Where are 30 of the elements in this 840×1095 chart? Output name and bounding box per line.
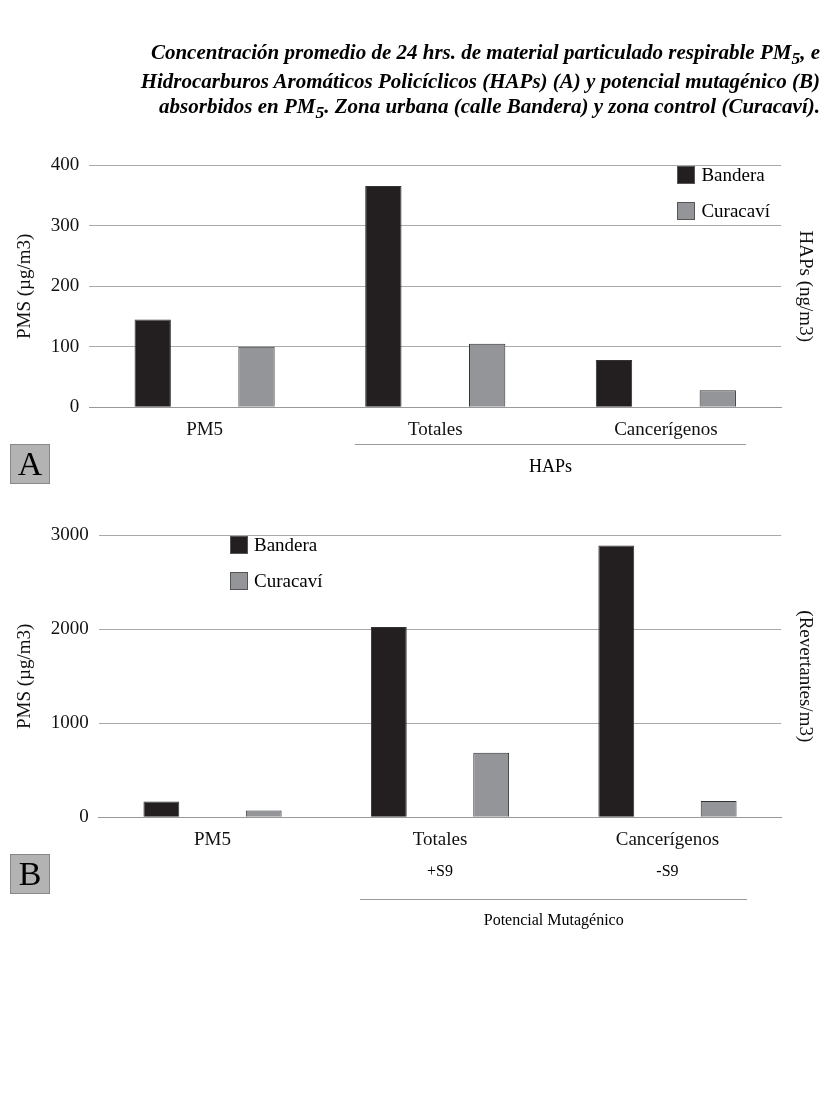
x-tick-label: Totales — [407, 417, 463, 439]
text: -S9 — [656, 861, 679, 880]
legend-label: Curacaví — [254, 569, 323, 592]
y-tick-label: 2000 — [50, 616, 89, 638]
legend-label: Curacaví — [701, 199, 770, 222]
legend-label: Bandera — [701, 163, 765, 186]
y2-axis-title: HAPs (ng/m3) — [794, 230, 817, 342]
x-tick-label: PM5 — [186, 417, 224, 439]
legend-label: Bandera — [254, 533, 318, 556]
text: +S9 — [427, 861, 453, 880]
y-tick-label: 100 — [50, 334, 80, 356]
y-tick-label: 0 — [79, 804, 89, 826]
y-tick-label: 300 — [50, 213, 80, 235]
y-tick-label: 3000 — [50, 522, 89, 544]
y-axis-title: PMS (µg/m3) — [13, 623, 36, 729]
y-tick-label: 1000 — [50, 710, 89, 732]
y-tick-label: 200 — [50, 273, 80, 295]
y2-axis-title: (Revertantes/m3) — [794, 609, 817, 742]
y-tick-label: 0 — [69, 394, 80, 416]
chart-title: Concentración promedio de 24 hrs. de material particulado respirable PM$_{5}$, e Hidrocarburos Aromáticos Policíclicos (HAPs) (A) y potencial mutagénico (B) absorbidos en PM$_{5}$. Zona urbana (calle Bandera) y zona control (Curacaví). — [139, 40, 820, 124]
y-axis-title: PMS (µg/m3) — [13, 233, 36, 339]
x-tick-label: Totales — [412, 827, 468, 849]
x-tick-label: PM5 — [194, 827, 232, 849]
x-tick-label: Cancerígenos — [614, 417, 718, 439]
text: A — [10, 443, 50, 484]
text: HAPs — [529, 455, 573, 477]
y-tick-label: 400 — [50, 152, 80, 174]
text: B — [10, 853, 50, 894]
text: Potencial Mutagénico — [483, 910, 624, 929]
x-tick-label: Cancerígenos — [615, 827, 720, 849]
